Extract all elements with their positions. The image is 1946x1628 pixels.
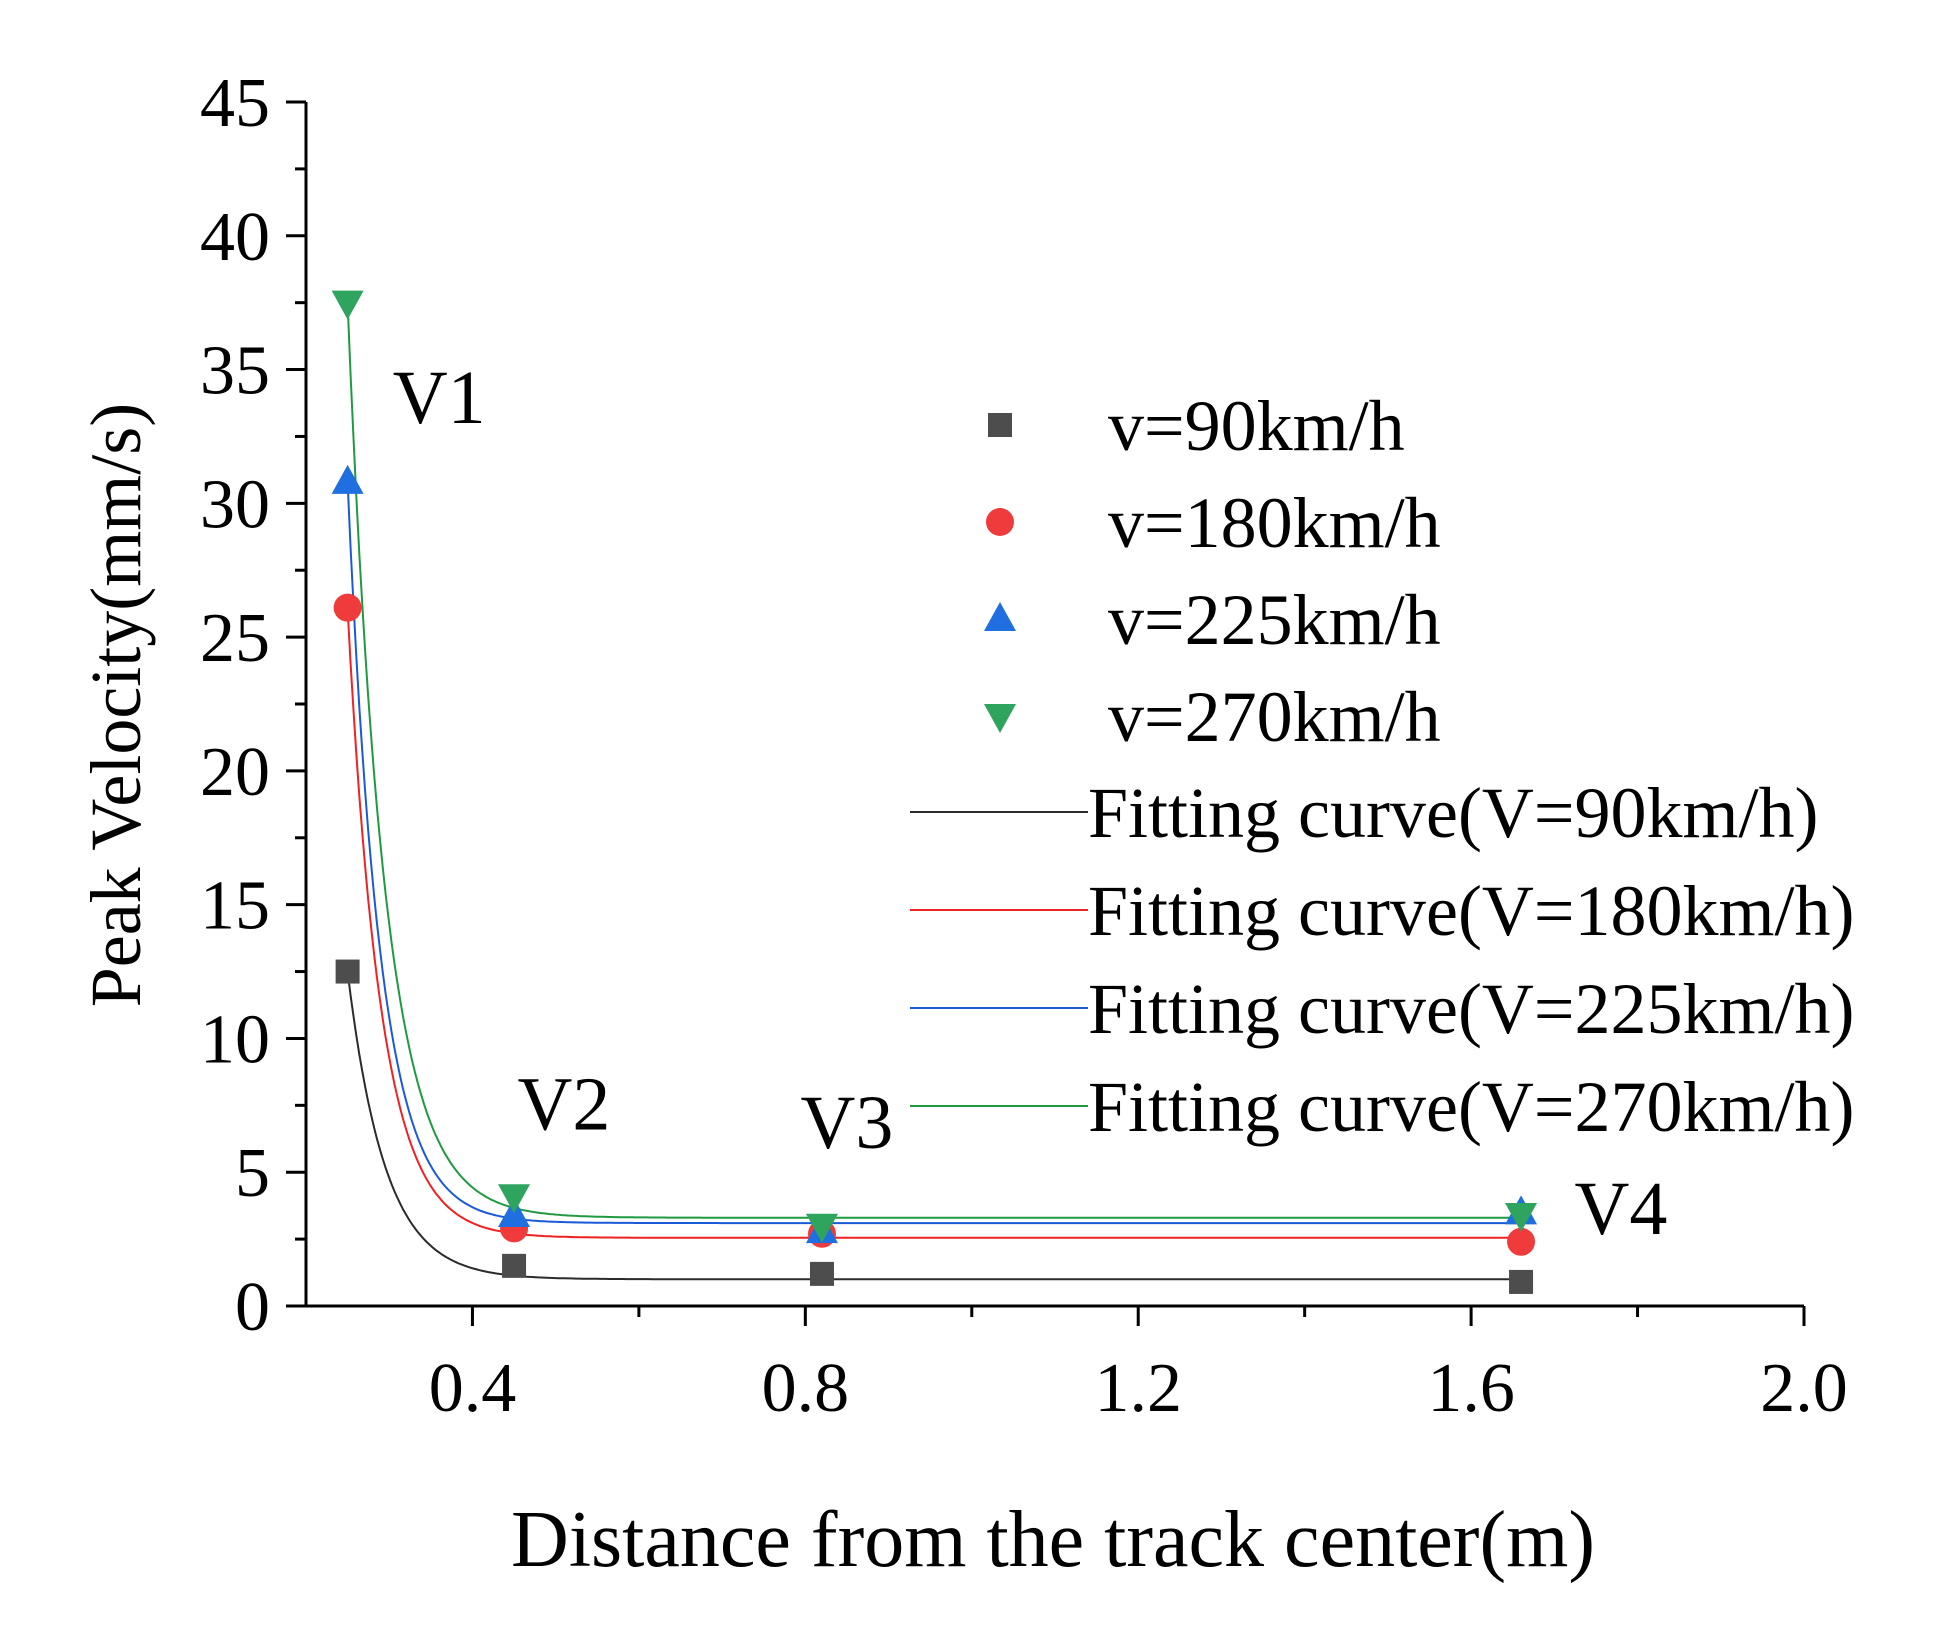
y-tick-label: 35 — [200, 333, 270, 410]
x-tick-label: 1.2 — [1094, 1350, 1182, 1427]
data-point — [809, 1261, 834, 1286]
fit-curve-line — [346, 971, 1521, 1281]
annotation-label: V1 — [393, 356, 486, 440]
legend-marker — [984, 602, 1016, 631]
legend-marker — [988, 413, 1012, 437]
y-tick-label: 5 — [235, 1135, 270, 1212]
fit-curves — [346, 302, 1521, 1281]
legend-marker — [986, 508, 1014, 536]
fit-curve-line — [346, 608, 1521, 1239]
data-point — [498, 1184, 531, 1214]
data-point — [502, 1253, 527, 1278]
legend: v=90km/h v=180km/h v=225km/h v=270km/h Fitti… — [910, 386, 1855, 1147]
legend-label: v=270km/h — [1108, 677, 1441, 757]
y-tick-label: 20 — [200, 734, 270, 811]
axes: 0 5 10 15 20 25 30 35 40 45 0.4 0.8 1.2 1.6 2.0 — [200, 65, 1848, 1427]
legend-label: Fitting curve(V=225km/h) — [1088, 969, 1855, 1049]
data-point — [331, 290, 364, 320]
y-tick-label: 15 — [200, 868, 270, 945]
annotation-label: V2 — [518, 1062, 611, 1146]
data-point — [1507, 1227, 1536, 1256]
legend-label: Fitting curve(V=270km/h) — [1088, 1067, 1855, 1147]
fit-curve-line — [346, 302, 1521, 1219]
x-axis-label: Distance from the track center(m) — [511, 1496, 1595, 1584]
y-tick-label: 45 — [200, 65, 270, 142]
y-tick-label: 10 — [200, 1001, 270, 1078]
point-annotations: V1 V2 V3 V4 — [393, 356, 1668, 1251]
x-tick-label: 0.8 — [762, 1350, 850, 1427]
data-point — [1505, 1203, 1538, 1233]
y-tick-label: 25 — [200, 600, 270, 677]
annotation-label: V3 — [800, 1081, 893, 1165]
legend-label: Fitting curve(V=180km/h) — [1088, 871, 1855, 951]
legend-label: v=180km/h — [1108, 483, 1441, 563]
data-markers — [331, 290, 1538, 1294]
fit-curve-line — [346, 481, 1521, 1225]
x-tick-label: 2.0 — [1760, 1350, 1848, 1427]
data-point — [333, 593, 362, 622]
x-tick-label: 0.4 — [429, 1350, 517, 1427]
data-point — [805, 1213, 838, 1243]
data-point — [1509, 1269, 1534, 1294]
legend-label: v=225km/h — [1108, 580, 1441, 660]
y-tick-label: 30 — [200, 466, 270, 543]
data-point — [335, 959, 360, 984]
legend-marker — [984, 704, 1016, 733]
y-tick-label: 0 — [235, 1269, 270, 1346]
x-tick-label: 1.6 — [1427, 1350, 1515, 1427]
legend-label: v=90km/h — [1108, 386, 1405, 466]
annotation-label: V4 — [1574, 1167, 1667, 1251]
y-axis-label: Peak Velocity(mm/s) — [76, 403, 156, 1008]
y-tick-label: 40 — [200, 199, 270, 276]
data-point — [331, 464, 364, 494]
legend-label: Fitting curve(V=90km/h) — [1088, 773, 1819, 853]
